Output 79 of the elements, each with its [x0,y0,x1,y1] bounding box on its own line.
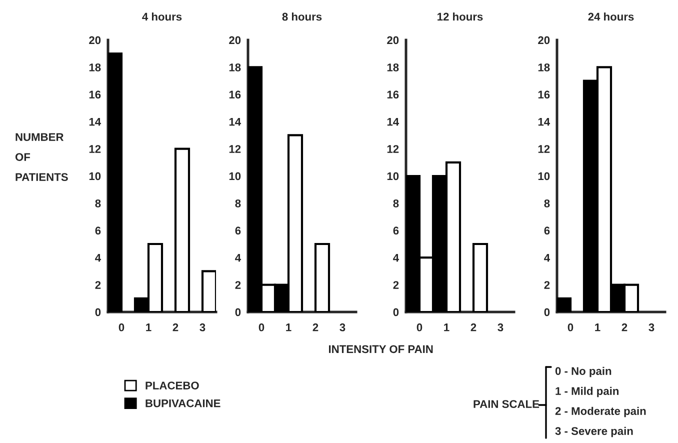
y-tick-label: 14 [229,118,241,126]
text: 1 - Mild pain [556,386,619,398]
y-tick-label: 12 [538,145,550,153]
y-tick-label: 12 [229,145,241,153]
bar [557,297,572,312]
y-tick-label: 6 [235,226,241,235]
y-tick-label: 2 [235,281,241,289]
y-tick-label: 10 [229,172,241,180]
y-tick-label: 8 [95,199,101,208]
x-tick-label: 1 [595,324,600,332]
x-tick-label: 0 [568,323,574,332]
x-tick-label: 1 [286,324,292,332]
y-tick-label: 4 [95,254,101,262]
bar [314,242,330,312]
y-tick-label: 0 [393,308,399,316]
chart-title: 24 hours [588,12,634,21]
y-tick-label: 16 [387,90,399,99]
x-tick-label: 3 [498,323,504,332]
y-tick-label: 14 [89,118,101,126]
y-tick-label: 20 [538,36,550,44]
x-tick-label: 1 [146,324,152,332]
y-tick-label: 6 [544,226,550,235]
y-tick-label: 10 [387,172,399,180]
y-tick-label: 2 [393,281,399,289]
y-tick-label: 20 [387,36,399,44]
y-tick-label: 2 [95,281,101,289]
x-axis-title: INTENSITY OF PAIN [329,345,433,354]
x-tick-label: 2 [622,323,628,332]
bar [108,52,123,312]
y-tick-label: 18 [387,63,399,72]
y-tick-label: 12 [387,145,399,153]
x-tick-label: 3 [648,323,654,332]
bar [174,148,190,312]
y-tick-label: 0 [544,308,550,316]
y-tick-label: 18 [89,63,101,72]
y-tick-label: 14 [387,118,399,126]
y-tick-label: 4 [393,254,399,262]
y-tick-label: 10 [538,172,550,180]
x-tick-label: 2 [470,323,476,332]
y-tick-label: 4 [235,254,241,262]
y-tick-label: 20 [89,36,101,44]
x-tick-label: 0 [118,323,124,332]
text: PAIN SCALE [474,400,540,408]
y-tick-label: 8 [393,199,399,208]
x-tick-label: 2 [172,323,178,332]
bar [201,270,216,312]
y-tick-label: 2 [544,281,550,289]
y-tick-label: 20 [229,36,241,44]
bar [472,242,488,312]
x-tick-label: 2 [312,323,318,332]
y-tick-label: 10 [89,172,101,180]
y-tick-label: 14 [538,118,550,126]
legend-label: BUPIVACAINE [146,399,220,408]
y-tick-label: 16 [89,90,101,99]
y-tick-label: 16 [538,90,550,99]
chart-title: 4 hours [142,12,182,21]
y-axis-title: NUMBER OF PATIENTS [15,133,68,182]
chart-title: 8 hours [282,12,322,21]
y-tick-label: 18 [538,63,550,72]
y-tick-label: 6 [393,226,399,235]
text: 3 - Severe pain [555,426,633,438]
x-tick-label: 1 [444,324,450,332]
x-tick-label: 3 [200,323,206,332]
y-tick-label: 12 [89,145,101,153]
y-tick-label: 6 [95,226,101,235]
y-tick-label: 18 [229,63,241,72]
y-tick-label: 8 [544,199,550,208]
legend-label: PLACEBO [146,382,199,390]
x-tick-label: 0 [258,323,264,332]
text: 0 - No pain [555,366,612,378]
y-tick-label: 4 [544,254,550,262]
y-tick-label: 0 [235,308,241,316]
chart-title: 12 hours [438,12,483,21]
y-tick-label: 16 [229,90,241,99]
text: 2 - Moderate pain [555,406,646,418]
x-tick-label: 3 [340,323,346,332]
x-tick-label: 0 [416,323,422,332]
y-tick-label: 0 [95,308,101,316]
y-tick-label: 8 [235,199,241,208]
